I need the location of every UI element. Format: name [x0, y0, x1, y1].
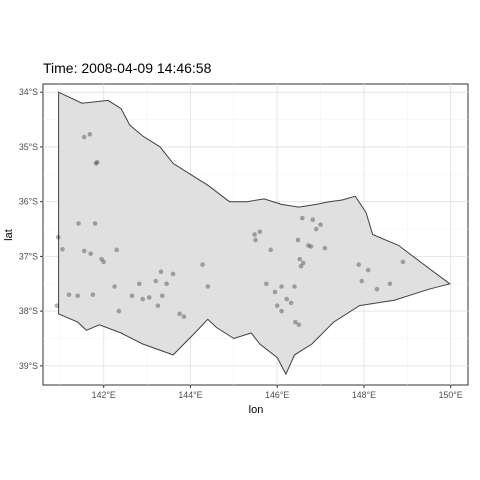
- points-layer: [54, 132, 406, 328]
- data-point: [87, 132, 93, 137]
- x-tick-label: 150°E: [439, 390, 463, 400]
- data-point: [75, 293, 80, 299]
- data-point: [159, 293, 165, 299]
- data-point: [308, 244, 314, 249]
- data-point: [54, 303, 60, 308]
- data-point: [129, 293, 135, 299]
- y-axis: 34°S 35°S 36°S 37°S 38°S 39°S: [19, 87, 43, 371]
- data-point: [318, 222, 323, 227]
- data-point: [177, 311, 182, 317]
- data-point: [288, 300, 294, 306]
- x-tick-label: 144°E: [178, 390, 202, 400]
- data-point: [257, 229, 263, 235]
- x-axis-title: lon: [249, 404, 264, 416]
- data-point: [81, 248, 87, 254]
- data-point: [292, 284, 297, 289]
- data-point: [300, 260, 306, 266]
- data-point: [146, 295, 152, 300]
- data-point: [55, 234, 61, 240]
- data-point: [99, 256, 104, 262]
- data-point: [112, 284, 117, 289]
- data-point: [181, 314, 187, 319]
- y-tick-label: 38°S: [19, 306, 38, 316]
- data-point: [76, 221, 81, 226]
- data-point: [66, 292, 72, 298]
- y-tick-label: 34°S: [19, 87, 38, 97]
- data-point: [365, 267, 371, 273]
- data-point: [114, 247, 120, 253]
- data-point: [140, 296, 146, 302]
- data-point: [298, 263, 304, 269]
- data-point: [92, 221, 98, 226]
- data-point: [322, 245, 328, 251]
- data-point: [90, 292, 96, 298]
- data-point: [359, 278, 365, 284]
- data-point: [279, 284, 284, 289]
- data-point: [94, 159, 100, 165]
- data-point: [284, 296, 290, 302]
- y-tick-label: 35°S: [19, 142, 38, 152]
- data-point: [253, 237, 258, 243]
- data-point: [101, 259, 107, 265]
- data-point: [60, 246, 65, 252]
- data-point: [88, 251, 94, 256]
- data-point: [252, 232, 257, 237]
- data-point: [268, 247, 273, 253]
- x-tick-label: 148°E: [352, 390, 376, 400]
- data-point: [170, 271, 176, 277]
- data-point: [153, 278, 159, 284]
- y-tick-label: 37°S: [19, 251, 38, 261]
- data-point: [293, 319, 298, 325]
- data-point: [116, 308, 122, 314]
- y-tick-label: 36°S: [19, 197, 38, 207]
- data-point: [205, 284, 211, 289]
- data-point: [155, 303, 161, 308]
- data-point: [297, 256, 303, 262]
- data-point: [200, 262, 205, 267]
- data-point: [400, 259, 406, 265]
- x-axis: 142°E 144°E 146°E 148°E 150°E: [92, 385, 463, 400]
- data-point: [374, 286, 380, 292]
- data-point: [313, 226, 319, 232]
- x-tick-label: 142°E: [92, 390, 116, 400]
- y-tick-label: 39°S: [19, 361, 38, 371]
- data-point: [387, 281, 393, 287]
- data-point: [279, 308, 284, 314]
- data-point: [136, 281, 142, 287]
- data-point: [310, 217, 316, 223]
- data-point: [296, 322, 302, 328]
- data-point: [158, 269, 164, 275]
- data-point: [264, 281, 269, 287]
- data-point: [295, 237, 301, 243]
- region-outline: [58, 91, 451, 376]
- data-point: [93, 161, 99, 166]
- x-tick-label: 146°E: [265, 390, 289, 400]
- data-point: [356, 262, 362, 267]
- data-point: [272, 289, 278, 295]
- data-point: [306, 243, 311, 248]
- chart-title: Time: 2008-04-09 14:46:58: [43, 60, 212, 76]
- y-axis-title: lat: [3, 229, 15, 241]
- data-point: [81, 134, 87, 140]
- data-point: [300, 215, 305, 221]
- data-point: [164, 281, 169, 287]
- data-point: [274, 303, 280, 308]
